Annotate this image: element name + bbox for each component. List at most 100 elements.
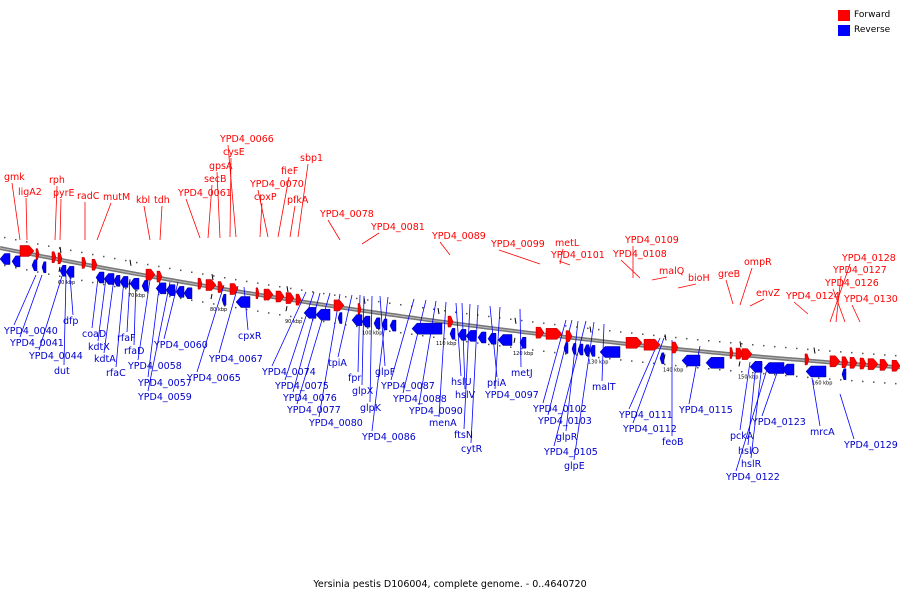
lower-guide-dot — [807, 376, 809, 379]
lower-guide-dot — [37, 271, 39, 273]
tick-upper — [514, 317, 517, 324]
reverse-gene-arrow — [705, 357, 725, 369]
reverse-connector — [402, 299, 427, 394]
forward-gene-arrow — [285, 292, 295, 304]
lower-guide-dot — [477, 342, 479, 344]
reverse-gene-arrow — [183, 287, 193, 300]
forward-gene-arrow — [35, 248, 40, 260]
upper-guide-dot — [741, 343, 743, 345]
lower-guide-dot — [631, 360, 633, 362]
lower-guide-dot — [741, 371, 743, 373]
reverse-connector — [133, 279, 137, 346]
label-connectors — [11, 144, 861, 472]
reverse-gene-label: YPD4_0059 — [137, 392, 192, 403]
forward-connector — [835, 275, 842, 323]
lower-guide-dot — [213, 303, 215, 305]
lower-guide-dot — [411, 333, 413, 335]
reverse-gene-label: pckA — [730, 431, 754, 442]
reverse-gene-label: glpR — [556, 432, 578, 443]
lower-guide-dot — [642, 361, 644, 363]
reverse-gene-arrow — [165, 284, 176, 296]
reverse-gene-arrow — [749, 361, 763, 373]
forward-gene-label: cpxP — [254, 192, 277, 203]
forward-gene-label: pyrE — [53, 188, 75, 199]
forward-gene-arrow — [625, 337, 643, 349]
tick-label: 110 kbp — [436, 341, 456, 347]
tick-upper — [664, 334, 667, 341]
forward-connector — [725, 279, 734, 305]
forward-gene-label: fieF — [281, 166, 298, 177]
lower-guide-dot — [279, 314, 281, 316]
forward-gene-arrow — [735, 347, 744, 360]
reverse-connector — [688, 345, 701, 405]
reverse-gene-arrow — [303, 307, 317, 319]
lower-guide-dot — [389, 330, 391, 332]
lower-guide-dot — [202, 301, 204, 303]
reverse-gene-label: rfaD — [124, 346, 144, 357]
reverse-connector — [463, 303, 471, 430]
forward-gene-label: bioH — [688, 273, 710, 284]
upper-guide-dot — [752, 344, 754, 346]
upper-guide-dot — [873, 353, 875, 355]
forward-connector — [54, 185, 58, 241]
reverse-connector — [163, 281, 179, 340]
reverse-connector — [13, 274, 37, 326]
upper-guide-dot — [15, 239, 17, 241]
forward-gene-label: metL — [555, 238, 580, 249]
forward-gene-arrow — [197, 277, 203, 290]
forward-gene-arrow — [19, 245, 35, 257]
reverse-connector — [418, 300, 437, 406]
upper-guide-dot — [389, 302, 391, 304]
upper-guide-dot — [114, 257, 116, 260]
upper-guide-dot — [862, 352, 864, 355]
reverse-gene-arrow — [411, 322, 443, 335]
reverse-gene-arrow — [113, 275, 121, 287]
reverse-gene-label: fpr — [348, 373, 361, 384]
reverse-gene-label: YPD4_0067 — [208, 354, 263, 365]
reverse-gene-arrow — [65, 266, 75, 278]
forward-gene-arrow — [545, 328, 563, 340]
reverse-gene-arrow — [235, 296, 251, 308]
forward-gene-arrow — [671, 341, 679, 354]
reverse-gene-arrow — [571, 343, 577, 355]
upper-guide-dot — [653, 334, 655, 337]
forward-gene-arrow — [295, 293, 302, 306]
lower-guide-dot — [697, 367, 699, 369]
reverse-gene-label: rfaF — [117, 333, 136, 344]
forward-gene-arrow — [51, 251, 57, 263]
reverse-gene-arrow — [361, 315, 371, 328]
lower-guide-dot — [169, 295, 171, 298]
lower-guide-dot — [433, 336, 435, 338]
upper-guide-dot — [499, 317, 501, 319]
lower-guide-dot — [499, 345, 501, 347]
reverse-gene-label: kdtX — [88, 342, 110, 353]
reverse-gene-label: YPD4_0097 — [484, 390, 539, 401]
reverse-gene-label: rfaC — [106, 368, 126, 379]
forward-gene-label: secB — [204, 174, 227, 185]
reverse-gene-arrow — [337, 312, 343, 324]
reverse-gene-arrow — [103, 273, 115, 285]
reverse-gene-label: YPD4_0060 — [153, 340, 208, 351]
lower-guide-dot — [796, 375, 798, 378]
tick-lower — [285, 306, 288, 312]
upper-guide-dot — [565, 325, 567, 327]
reverse-connector — [103, 277, 115, 354]
forward-connector — [558, 260, 571, 266]
forward-gene-label: YPD4_0078 — [319, 209, 374, 220]
tick-label: 80 kbp — [210, 307, 227, 313]
forward-gene-arrow — [255, 287, 260, 300]
lower-guide-dot — [400, 332, 402, 334]
reverse-gene-arrow — [175, 286, 185, 298]
upper-guide-dot — [576, 326, 578, 328]
reverse-gene-arrow — [221, 293, 227, 306]
forward-gene-arrow — [81, 257, 87, 269]
reverse-connector — [38, 275, 63, 351]
tick-lower — [58, 266, 61, 272]
reverse-gene-arrow — [681, 354, 701, 367]
forward-connector — [327, 219, 341, 241]
reverse-gene-label: feoB — [662, 437, 684, 448]
reverse-connector — [147, 279, 161, 378]
tick-upper — [437, 307, 440, 315]
reverse-gene-label: YPD4_0041 — [9, 338, 64, 349]
